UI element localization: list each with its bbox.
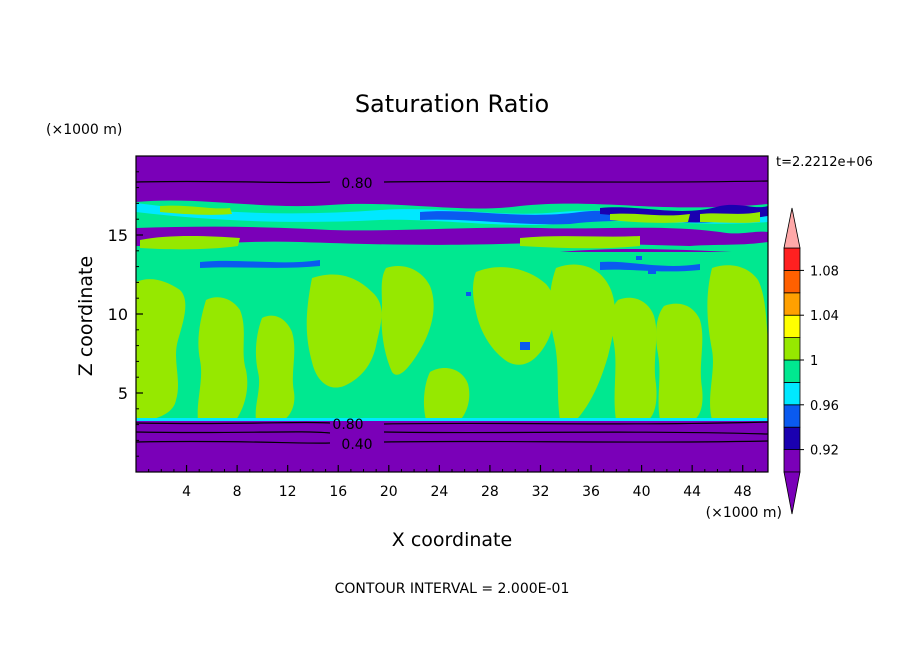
colorbar-swatch	[783, 449, 801, 473]
x-axis-title: X coordinate	[392, 529, 512, 551]
y-axis: 5 10 15	[108, 171, 143, 457]
field	[136, 156, 768, 472]
y-axis-title: Z coordinate	[75, 256, 97, 376]
colorbar-tick-label: 1.08	[810, 264, 839, 279]
contour-label-bottom: 0.40	[341, 437, 372, 453]
colorbar-swatch	[783, 269, 801, 294]
x-tick-label: 32	[532, 484, 550, 500]
colorbar-swatch	[783, 381, 801, 406]
colorbar-tick-label: 1	[810, 354, 818, 369]
x-tick-label: 12	[279, 484, 297, 500]
colorbar-under-triangle	[783, 471, 801, 515]
y-tick-label: 10	[108, 305, 128, 324]
x-tick-label: 4	[182, 484, 191, 500]
colorbar-tick-label: 0.96	[810, 399, 839, 414]
colorbar-swatch	[783, 426, 801, 451]
contours	[135, 180, 769, 444]
x-tick-label: 40	[633, 484, 651, 500]
y-units-label: (×1000 m)	[46, 122, 122, 138]
x-tick-label: 28	[481, 484, 499, 500]
colorbar-tick-label: 0.92	[810, 444, 839, 459]
colorbar-swatch	[783, 359, 801, 383]
colorbar-tick-label: 1.04	[810, 309, 839, 324]
x-axis: 4 8 12 16 20 24 28 32 36 40 44 48	[148, 465, 756, 500]
y-tick-label: 5	[118, 384, 128, 403]
x-tick-label: 20	[380, 484, 398, 500]
upper-lime-patches	[160, 205, 760, 223]
contour-label-lower: 0.80	[332, 417, 363, 433]
lower-dry-layer	[136, 421, 768, 472]
x-tick-label: 48	[734, 484, 752, 500]
colorbar-over-triangle	[783, 207, 801, 249]
contour-interval-footer: CONTOUR INTERVAL = 2.000E-01	[335, 581, 570, 597]
dry-intrusion-green-lobes	[140, 236, 640, 250]
blue-specks	[466, 256, 656, 350]
chart-title: Saturation Ratio	[355, 90, 549, 118]
colorbar-swatch	[783, 247, 801, 271]
colorbar-swatch	[783, 314, 801, 339]
x-tick-label: 36	[582, 484, 600, 500]
x-units-label: (×1000 m)	[706, 505, 782, 521]
lime-plumes	[136, 264, 768, 420]
time-label: t=2.2212e+06	[776, 155, 873, 170]
colorbar-swatch	[783, 292, 801, 316]
x-tick-label: 16	[329, 484, 347, 500]
x-tick-label: 44	[683, 484, 701, 500]
x-tick-label: 24	[430, 484, 448, 500]
colorbar-swatch	[783, 404, 801, 428]
x-tick-label: 8	[233, 484, 242, 500]
y-tick-label: 15	[108, 226, 128, 245]
contour-label-upper: 0.80	[341, 176, 372, 192]
colorbar: 0.92 0.96 1 1.04 1.08	[783, 207, 839, 515]
cloud-base-cyan	[136, 418, 768, 422]
colorbar-swatch	[783, 337, 801, 361]
upper-blue	[420, 210, 660, 225]
